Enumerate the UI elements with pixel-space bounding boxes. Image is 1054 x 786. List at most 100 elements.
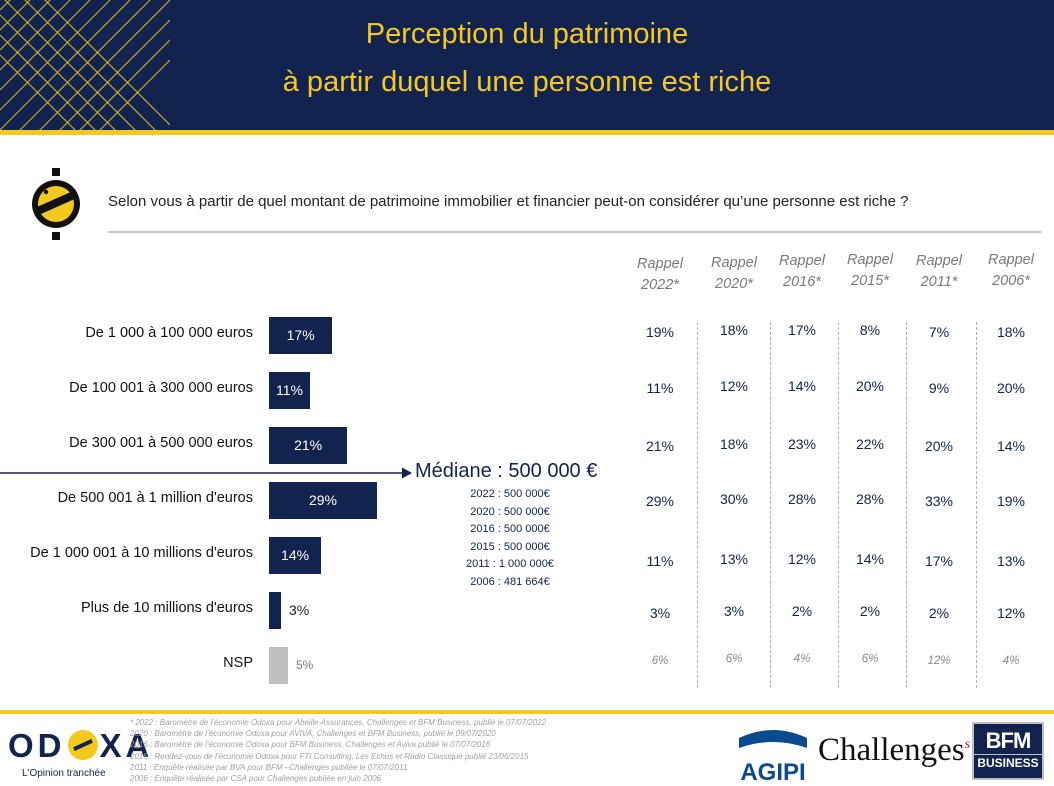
odoxa-logo-o-icon	[67, 730, 98, 760]
rappel-column-header-line: 2011*	[920, 274, 958, 290]
bar	[269, 426, 348, 464]
sources-notes: * 2022 : Baromètre de l’économie Odoxa p…	[130, 717, 546, 784]
bfm-business-logo: BFM BUSINESS	[972, 722, 1044, 780]
source-note: 2011 : Enquête réalisée par BVA pour BFM…	[130, 762, 408, 772]
challenges-logo-text: Challenges	[818, 732, 965, 768]
footer-accent-rule	[0, 710, 1054, 714]
odoxa-tagline: L'Opinion tranchée	[22, 768, 106, 779]
rappel-value: 2%	[791, 603, 813, 619]
rappel-value: 4%	[793, 653, 811, 665]
category-label: De 300 001 à 500 000 euros	[69, 435, 253, 451]
rappel-value: 12%	[719, 378, 749, 394]
category-label: De 500 001 à 1 million d'euros	[57, 490, 253, 506]
rappel-value: 28%	[787, 491, 817, 507]
rappel-column-header-line: Rappel	[711, 255, 757, 271]
rappel-column-separator	[697, 322, 698, 688]
rappel-value: 19%	[645, 324, 675, 340]
rappel-value: 21%	[645, 438, 675, 454]
median-history-item: 2011 : 1 000 000€	[466, 558, 554, 570]
rappel-column-separator	[770, 322, 771, 688]
bar	[269, 371, 310, 409]
hatch-pattern-decoration	[0, 0, 170, 130]
rappel-value: 12%	[787, 551, 817, 567]
median-history-item: 2020 : 500 000€	[470, 505, 550, 518]
bar-value-label: 11%	[275, 382, 303, 398]
rappel-value: 2%	[928, 605, 950, 621]
rappel-column-header: Rappel 2022*	[625, 254, 695, 296]
rappel-value: 2%	[859, 603, 881, 619]
odoxa-logo-right: XA	[99, 727, 154, 764]
rappel-column-header-line: Rappel	[637, 256, 683, 272]
rappel-value: 6%	[651, 655, 669, 667]
rappel-value: 14%	[855, 551, 885, 567]
rappel-value: 13%	[719, 551, 749, 567]
header-accent-rule	[0, 130, 1054, 135]
rappel-value: 20%	[855, 378, 885, 394]
median-history-item: 2016 : 500 000€	[470, 523, 550, 535]
bar-value-label: 5%	[296, 658, 314, 672]
rappel-value: 17%	[924, 553, 954, 569]
category-label: Plus de 10 millions d'euros	[80, 600, 253, 616]
median-history-item: 2006 : 481 664€	[470, 575, 550, 588]
rappel-value: 9%	[928, 380, 950, 396]
rappel-value: 19%	[996, 493, 1026, 509]
source-note: 2006 : Enquête réalisée par CSA pour Cha…	[130, 774, 381, 784]
odoxa-logo: OD XA	[8, 727, 153, 765]
bar	[269, 591, 281, 629]
rappel-column-header-line: Rappel	[779, 253, 825, 269]
source-note: 2016 : Baromètre de l’économie Odoxa pou…	[130, 740, 491, 750]
rappel-value: 7%	[928, 324, 950, 340]
bar-value-label: 21%	[294, 437, 323, 453]
agipi-logo: AGIPI	[739, 730, 807, 786]
rappel-column-header-line: 2016*	[783, 274, 821, 290]
rappel-value: 29%	[645, 493, 675, 509]
rappel-value: 22%	[855, 436, 885, 452]
rappel-column-header: Rappel 2015*	[835, 250, 905, 292]
rappel-column-separator	[906, 322, 907, 688]
rappel-value: 13%	[996, 553, 1026, 569]
rappel-value: 12%	[927, 655, 951, 667]
rappel-value: 33%	[924, 493, 954, 509]
median-history-item: 2022 : 500 000€	[470, 488, 550, 500]
rappel-value: 14%	[996, 438, 1026, 454]
rappel-value: 18%	[719, 436, 749, 452]
rappel-value: 6%	[725, 653, 743, 665]
rappel-column-header-line: 2015*	[851, 273, 889, 289]
rappel-value: 6%	[861, 653, 879, 665]
median-history-item: 2015 : 500 000€	[470, 540, 550, 553]
rappel-column-header: Rappel 2020*	[699, 253, 769, 295]
bar-value-label: 29%	[308, 492, 338, 508]
odoxa-question-icon	[32, 168, 80, 240]
source-note: 2015 : Rendez-vous de l’économie Odoxa p…	[130, 751, 529, 761]
source-note: 2020 : Baromètre de l’économie Odoxa pou…	[130, 729, 496, 739]
rappel-value: 12%	[996, 605, 1026, 621]
rappel-value: 30%	[719, 491, 749, 507]
rappel-value: 23%	[787, 436, 817, 452]
odoxa-logo-left: OD	[8, 727, 66, 764]
page-title-line-1: Perception du patrimoine	[365, 18, 689, 50]
bar	[269, 536, 322, 574]
rappel-column-header-line: Rappel	[847, 252, 893, 268]
rappel-value: 18%	[719, 322, 749, 338]
question-underline	[108, 231, 1042, 233]
bfm-logo-line2: BUSINESS	[974, 754, 1042, 771]
bar-value-label: 17%	[286, 327, 315, 343]
rappel-value: 20%	[996, 380, 1026, 396]
bar	[269, 481, 377, 519]
rappel-column-header-line: Rappel	[916, 253, 962, 269]
agipi-logo-text: AGIPI	[740, 759, 805, 786]
rappel-value: 8%	[859, 322, 881, 338]
challenges-logo: Challengess	[818, 732, 970, 769]
median-arrow	[0, 467, 412, 479]
rappel-column-header-line: 2022*	[641, 277, 679, 293]
bar-value-label: 14%	[281, 547, 310, 563]
rappel-value: 14%	[787, 378, 817, 394]
rappel-value: 17%	[787, 322, 817, 338]
rappel-value: 18%	[996, 324, 1026, 340]
bfm-logo-line1: BFM	[985, 728, 1032, 753]
rappel-value: 20%	[924, 438, 954, 454]
bar-value-label: 3%	[289, 602, 310, 618]
rappel-value: 28%	[855, 491, 885, 507]
rappel-column-separator	[976, 322, 977, 688]
challenges-logo-mark: s	[964, 737, 971, 752]
